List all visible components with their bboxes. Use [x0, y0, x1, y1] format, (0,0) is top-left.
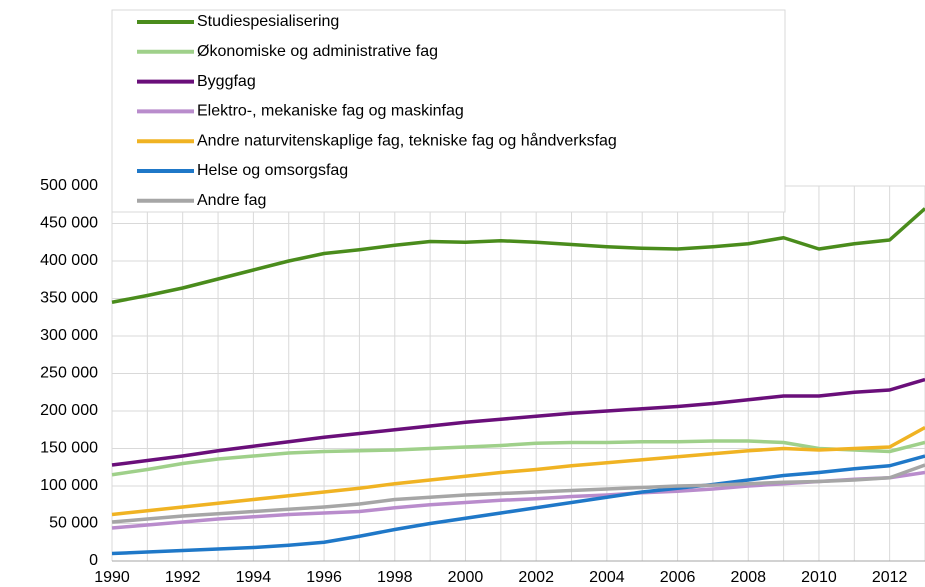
y-tick-label: 0 — [89, 552, 98, 569]
x-tick-label: 2000 — [448, 569, 484, 586]
legend-label: Byggfag — [197, 73, 256, 90]
y-tick-label: 400 000 — [40, 252, 98, 269]
x-tick-label: 2008 — [730, 569, 766, 586]
x-tick-label: 1992 — [165, 569, 201, 586]
x-tick-label: 1990 — [94, 569, 130, 586]
y-tick-label: 250 000 — [40, 365, 98, 382]
x-tick-label: 2002 — [518, 569, 554, 586]
legend-box — [111, 9, 786, 213]
y-tick-label: 50 000 — [49, 515, 98, 532]
y-tick-label: 500 000 — [40, 177, 98, 194]
x-tick-label: 2012 — [872, 569, 908, 586]
y-tick-label: 100 000 — [40, 477, 98, 494]
x-tick-label: 1994 — [236, 569, 272, 586]
x-tick-label: 2010 — [801, 569, 837, 586]
series-line — [111, 439, 925, 477]
x-tick-label: 1996 — [306, 569, 342, 586]
y-tick-label: 300 000 — [40, 327, 98, 344]
series-line — [111, 377, 925, 467]
x-tick-label: 2004 — [589, 569, 625, 586]
legend-label: Andre fag — [197, 192, 266, 209]
y-tick-label: 150 000 — [40, 440, 98, 457]
series-line — [111, 454, 925, 556]
x-tick-label: 2006 — [660, 569, 696, 586]
legend-label: Økonomiske og administrative fag — [197, 43, 438, 60]
y-tick-label: 450 000 — [40, 215, 98, 232]
legend-label: Helse og omsorgsfag — [197, 162, 348, 179]
series-line — [111, 207, 925, 304]
x-tick-label: 1998 — [377, 569, 413, 586]
legend-label: Elektro-, mekaniske fag og maskinfag — [197, 103, 464, 120]
y-tick-label: 200 000 — [40, 402, 98, 419]
y-tick-label: 350 000 — [40, 290, 98, 307]
series-line — [111, 463, 925, 524]
legend-label: Studiespesialisering — [197, 13, 339, 30]
legend-label: Andre naturvitenskaplige fag, tekniske f… — [197, 131, 617, 149]
series-line — [111, 425, 925, 517]
